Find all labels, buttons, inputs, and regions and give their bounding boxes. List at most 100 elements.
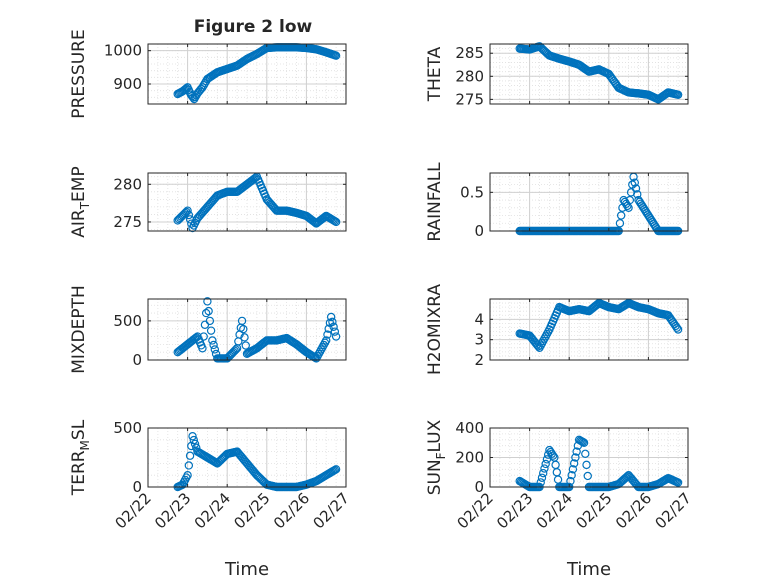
data-point — [237, 316, 247, 326]
data-point — [569, 459, 579, 468]
x-tick-label: 02/24 — [533, 489, 576, 532]
data-point — [536, 478, 545, 487]
y-axis-label: SUNFLUX — [425, 419, 448, 495]
data-point — [572, 447, 581, 456]
y-tick-label: 500 — [113, 419, 142, 437]
y-tick-label: 0.5 — [460, 183, 484, 201]
data-point — [199, 332, 208, 341]
axes-box — [489, 172, 689, 232]
figure-title: Figure 2 low — [194, 17, 313, 37]
data-point — [329, 322, 338, 331]
data-point — [568, 465, 578, 474]
data-point — [201, 308, 211, 318]
subplot-terr-msl: 050002/2202/2302/2402/2502/2602/27TimeTE… — [69, 419, 353, 580]
data-point — [625, 195, 635, 205]
subplot-rainfall: 0 0.5 RAINFALL — [425, 162, 689, 242]
plot-area — [490, 173, 688, 231]
data-point — [241, 341, 250, 350]
data-point — [583, 471, 592, 481]
x-tick-label: 02/26 — [270, 489, 313, 532]
data-point — [673, 325, 683, 334]
data-point — [540, 464, 549, 473]
x-axis-label: Time — [566, 559, 611, 580]
data-point — [548, 451, 558, 460]
data-point — [183, 206, 192, 215]
subplot-sun-flux: 020040002/2202/2302/2402/2502/2602/27Tim… — [425, 419, 695, 580]
axes-box — [489, 298, 689, 361]
subplot-air-temp: 275 280 AIRTEMP — [69, 166, 347, 238]
y-tick-label: 0 — [474, 478, 484, 496]
y-tick-label: 0 — [132, 351, 142, 369]
y-tick-label: 200 — [455, 449, 484, 467]
y-tick-label: 900 — [113, 75, 142, 93]
y-tick-label: 2 — [474, 351, 484, 369]
data-point — [673, 90, 683, 99]
data-point — [537, 473, 547, 482]
data-point — [185, 451, 195, 460]
data-point — [210, 345, 220, 354]
data-point — [184, 461, 194, 470]
data-point — [567, 471, 576, 480]
y-tick-label: 0 — [132, 478, 142, 496]
data-point — [184, 210, 194, 220]
data-point — [183, 471, 192, 480]
y-tick-label: 3 — [474, 331, 484, 349]
data-point — [624, 203, 633, 212]
data-point — [328, 317, 337, 327]
data-point — [579, 438, 589, 447]
y-axis-label: THETA — [425, 46, 445, 102]
data-point — [239, 324, 248, 334]
data-point — [205, 316, 215, 326]
data-point — [542, 455, 552, 464]
y-tick-label: 0 — [474, 222, 484, 240]
data-point — [309, 217, 319, 226]
x-tick-label: 02/27 — [310, 489, 353, 532]
axes-box — [147, 298, 347, 361]
data-point — [566, 476, 575, 486]
data-point — [189, 435, 198, 445]
data-point — [204, 306, 213, 316]
data-point — [231, 345, 241, 354]
y-tick-label: 1000 — [104, 42, 142, 60]
x-tick-label: 02/26 — [612, 489, 655, 532]
data-point — [198, 344, 207, 353]
data-point — [672, 323, 682, 332]
x-tick-label: 02/25 — [230, 489, 273, 532]
data-point — [631, 184, 641, 193]
data-point — [615, 219, 625, 228]
data-point — [209, 340, 218, 350]
data-point — [208, 336, 217, 345]
data-point — [240, 333, 249, 342]
data-point — [326, 312, 336, 322]
subplot-pressure: 900 1000 PRESSURE — [69, 29, 347, 119]
data-point — [571, 453, 580, 462]
data-point — [633, 190, 642, 199]
data-point — [581, 449, 590, 459]
data-point — [331, 217, 341, 227]
y-tick-label: 275 — [455, 90, 484, 108]
y-tick-label: 4 — [474, 310, 484, 328]
subplot-h2omixra: 2 3 4 H2OMIXRA — [425, 284, 689, 375]
data-point — [322, 336, 331, 345]
data-point — [541, 459, 550, 469]
data-point — [616, 211, 626, 220]
y-tick-label: 275 — [113, 213, 142, 231]
subplot-grid: 900 1000 PRESSURE 275 280 285 THETA 275 280 AIRTE… — [69, 29, 695, 580]
y-tick-label: 280 — [455, 67, 484, 85]
data-point — [582, 460, 591, 470]
subplot-mixdepth: 0 500 MIXDEPTH — [69, 285, 347, 374]
x-tick-label: 02/23 — [151, 489, 194, 532]
y-axis-label: RAINFALL — [425, 162, 445, 242]
y-axis-label: TERRMSL — [69, 419, 92, 496]
axes-box — [489, 43, 689, 105]
y-axis-label: AIRTEMP — [69, 166, 92, 237]
data-point — [331, 51, 341, 60]
y-tick-label: 500 — [113, 312, 142, 330]
subplot-theta: 275 280 285 THETA — [425, 42, 689, 108]
x-tick-label: 02/25 — [572, 489, 615, 532]
y-tick-label: 280 — [113, 175, 142, 193]
data-point — [188, 432, 197, 441]
axes-box — [147, 427, 347, 488]
